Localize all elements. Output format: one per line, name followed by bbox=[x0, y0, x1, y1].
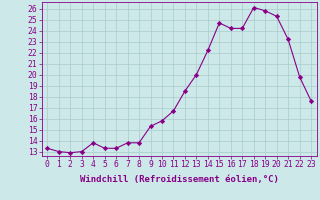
X-axis label: Windchill (Refroidissement éolien,°C): Windchill (Refroidissement éolien,°C) bbox=[80, 175, 279, 184]
